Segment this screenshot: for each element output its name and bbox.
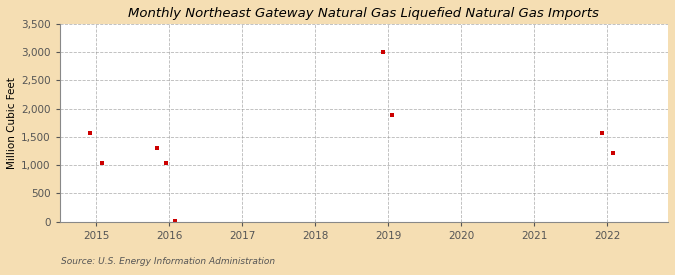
Title: Monthly Northeast Gateway Natural Gas Liquefied Natural Gas Imports: Monthly Northeast Gateway Natural Gas Li… bbox=[128, 7, 599, 20]
Y-axis label: Million Cubic Feet: Million Cubic Feet bbox=[7, 77, 17, 169]
Text: Source: U.S. Energy Information Administration: Source: U.S. Energy Information Administ… bbox=[61, 257, 275, 266]
